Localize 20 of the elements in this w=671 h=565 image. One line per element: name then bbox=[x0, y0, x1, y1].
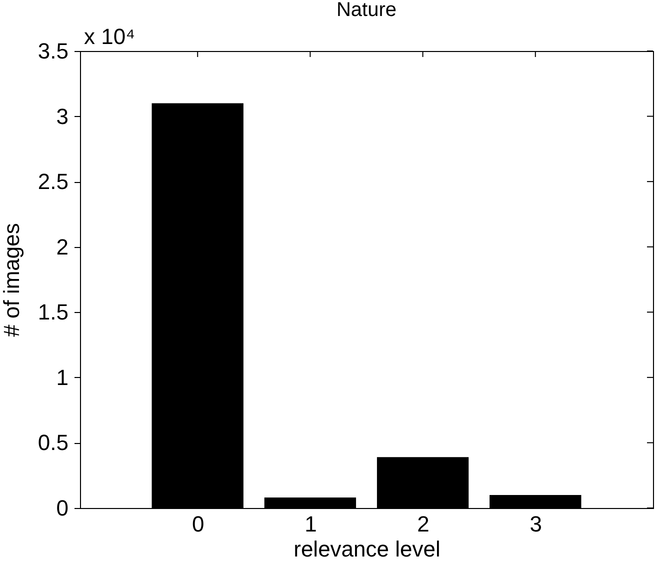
bar bbox=[264, 498, 356, 508]
y-tick-label: 1 bbox=[56, 364, 68, 390]
x-tick-label: 3 bbox=[530, 512, 542, 536]
bar bbox=[376, 457, 469, 508]
x-axis-title: relevance level bbox=[294, 536, 440, 562]
y-tick-label: 2.5 bbox=[38, 169, 68, 194]
x-tick-label: 0 bbox=[192, 512, 204, 536]
x-tick-label: 2 bbox=[417, 512, 430, 536]
y-tick-label: 0.5 bbox=[38, 430, 68, 456]
bar bbox=[490, 494, 582, 508]
y-axis-title: # of images bbox=[0, 223, 24, 337]
y-tick-label: 3.5 bbox=[38, 38, 68, 64]
y-tick-label: 3 bbox=[56, 104, 68, 129]
y-tick-label: 0 bbox=[56, 496, 68, 520]
chart-title: Nature bbox=[336, 0, 397, 21]
x-tick-label: 1 bbox=[304, 512, 317, 536]
y-tick-label: 2 bbox=[56, 234, 68, 260]
bar bbox=[152, 103, 244, 508]
y-tick-label: 1.5 bbox=[38, 300, 68, 325]
text: x 10⁴ bbox=[84, 24, 136, 49]
